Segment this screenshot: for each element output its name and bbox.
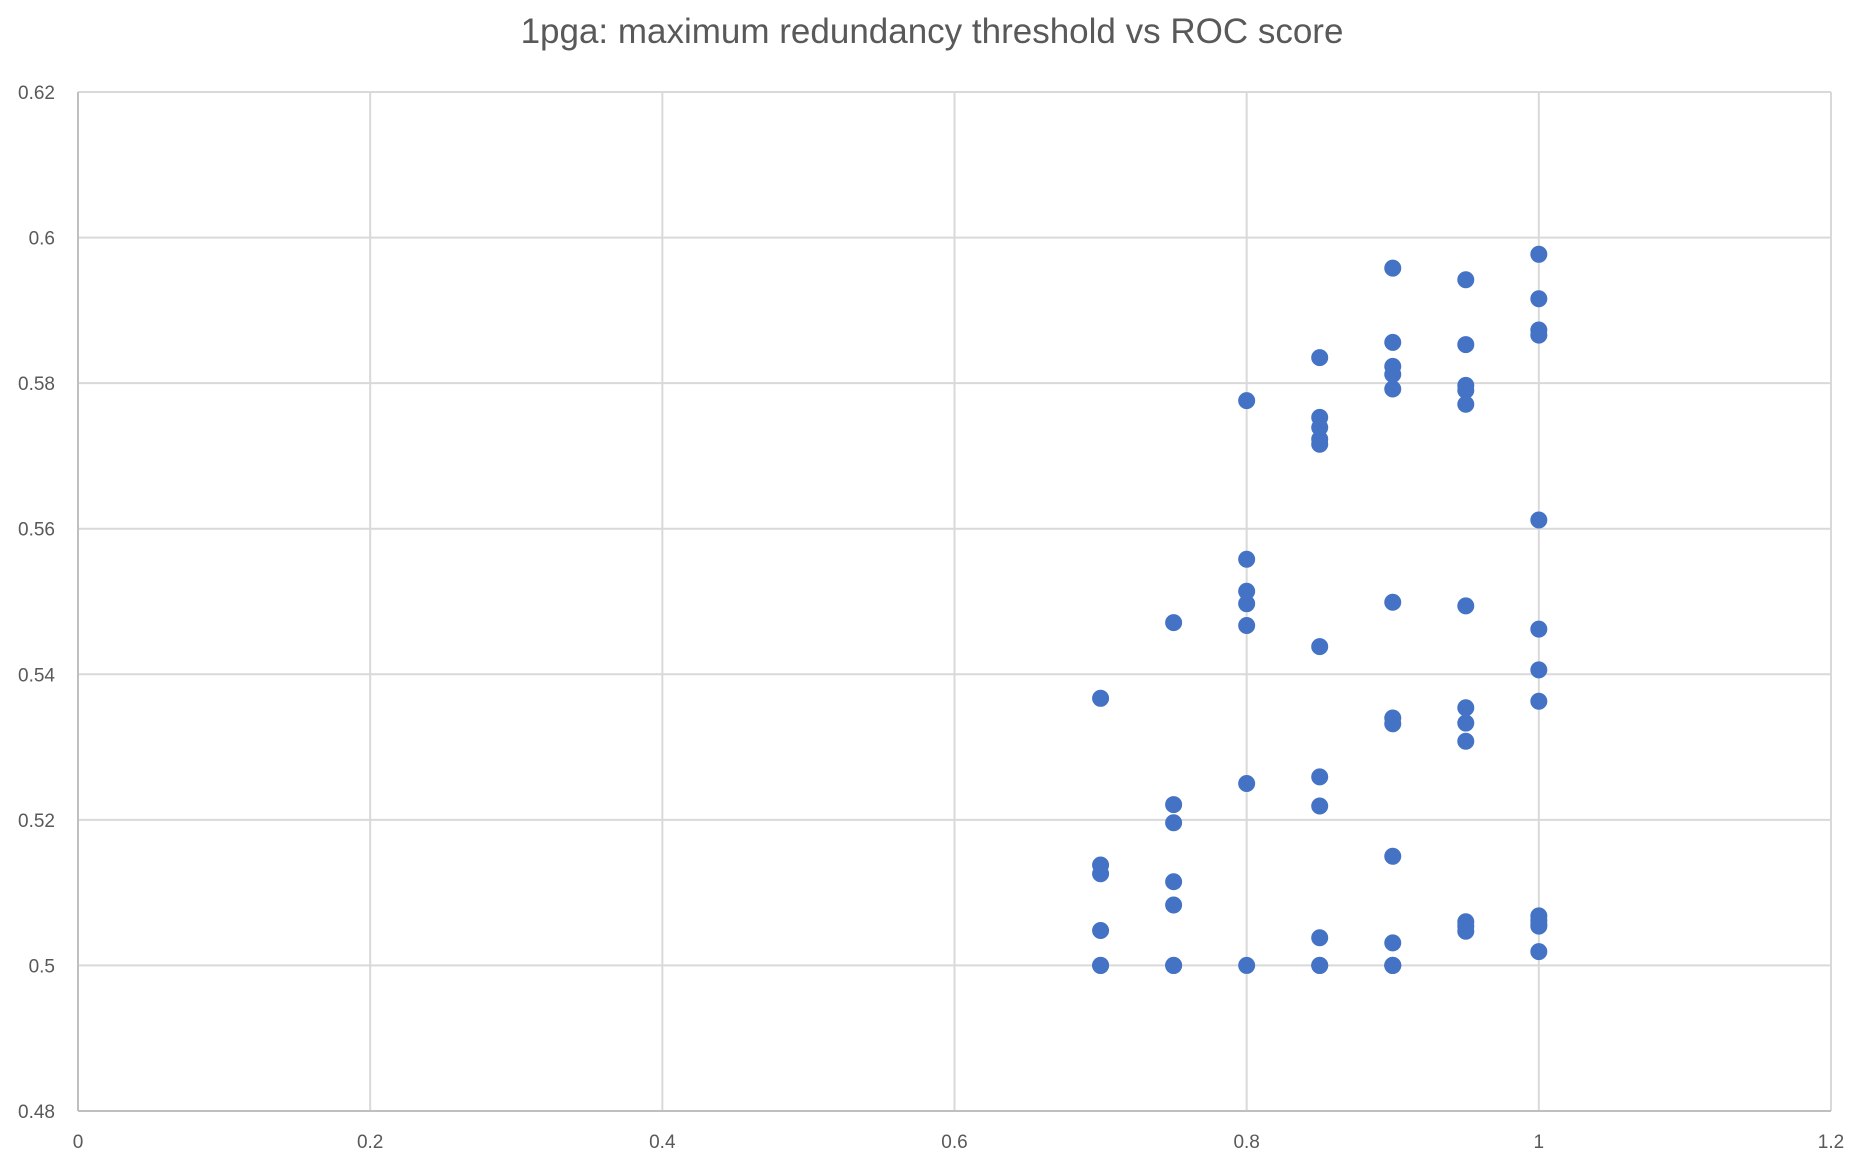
data-point (1238, 595, 1256, 613)
data-point (1457, 271, 1475, 289)
data-point (1384, 333, 1402, 351)
data-point (1457, 597, 1475, 615)
axes (77, 92, 1831, 1112)
data-point (1384, 259, 1402, 277)
data-point (1165, 796, 1183, 814)
data-point (1457, 732, 1475, 750)
data-point (1384, 365, 1402, 383)
y-tick-label: 0.52 (18, 811, 55, 832)
data-point (1238, 392, 1256, 410)
data-point (1238, 774, 1256, 792)
x-tick-label: 0.4 (649, 1132, 676, 1153)
data-point (1311, 349, 1329, 367)
data-point (1457, 714, 1475, 732)
y-tick-label: 0.6 (29, 229, 55, 250)
data-point (1238, 550, 1256, 568)
x-tick-label: 1 (1534, 1132, 1545, 1153)
data-point (1530, 511, 1548, 529)
chart-title: 1pga: maximum redundancy threshold vs RO… (520, 12, 1344, 51)
x-tick-label: 0.8 (1233, 1132, 1259, 1153)
x-tick-labels: 0 0.2 0.4 0.6 0.8 1 1.2 (73, 1132, 1845, 1153)
y-tick-label: 0.56 (18, 520, 55, 541)
data-point (1457, 699, 1475, 717)
data-point (1092, 956, 1110, 974)
x-tick-label: 0 (73, 1132, 84, 1153)
x-tick-label: 1.2 (1818, 1132, 1844, 1153)
data-point (1092, 921, 1110, 939)
data-point (1165, 956, 1183, 974)
data-point (1530, 290, 1548, 308)
data-point (1311, 768, 1329, 786)
data-point (1457, 922, 1475, 940)
data-point (1530, 620, 1548, 638)
data-point (1384, 380, 1402, 398)
data-point (1238, 617, 1256, 635)
data-point (1238, 956, 1256, 974)
y-tick-label: 0.58 (18, 374, 55, 395)
data-point (1165, 873, 1183, 891)
data-point (1384, 956, 1402, 974)
data-point (1311, 956, 1329, 974)
data-point (1092, 865, 1110, 883)
data-point (1311, 797, 1329, 815)
data-point (1530, 692, 1548, 710)
data-point (1092, 689, 1110, 707)
data-point (1384, 934, 1402, 952)
data-point (1530, 943, 1548, 961)
data-point (1165, 614, 1183, 632)
data-point (1384, 715, 1402, 733)
data-points (1092, 245, 1548, 974)
data-point (1530, 245, 1548, 263)
data-point (1311, 638, 1329, 656)
data-point (1384, 593, 1402, 611)
y-tick-label: 0.54 (18, 665, 55, 686)
data-point (1530, 917, 1548, 935)
y-tick-labels: 0.48 0.5 0.52 0.54 0.56 0.58 0.6 0.62 (18, 83, 55, 1123)
y-tick-label: 0.62 (18, 83, 55, 104)
data-point (1530, 661, 1548, 679)
data-point (1165, 896, 1183, 914)
data-point (1457, 336, 1475, 354)
data-point (1311, 929, 1329, 947)
y-tick-label: 0.48 (18, 1102, 55, 1123)
data-point (1384, 847, 1402, 865)
x-tick-label: 0.6 (941, 1132, 967, 1153)
data-point (1165, 814, 1183, 832)
y-tick-label: 0.5 (29, 956, 55, 977)
data-point (1311, 435, 1329, 453)
x-tick-label: 0.2 (357, 1132, 383, 1153)
gridlines (78, 91, 1832, 1111)
data-point (1530, 326, 1548, 344)
data-point (1457, 395, 1475, 413)
